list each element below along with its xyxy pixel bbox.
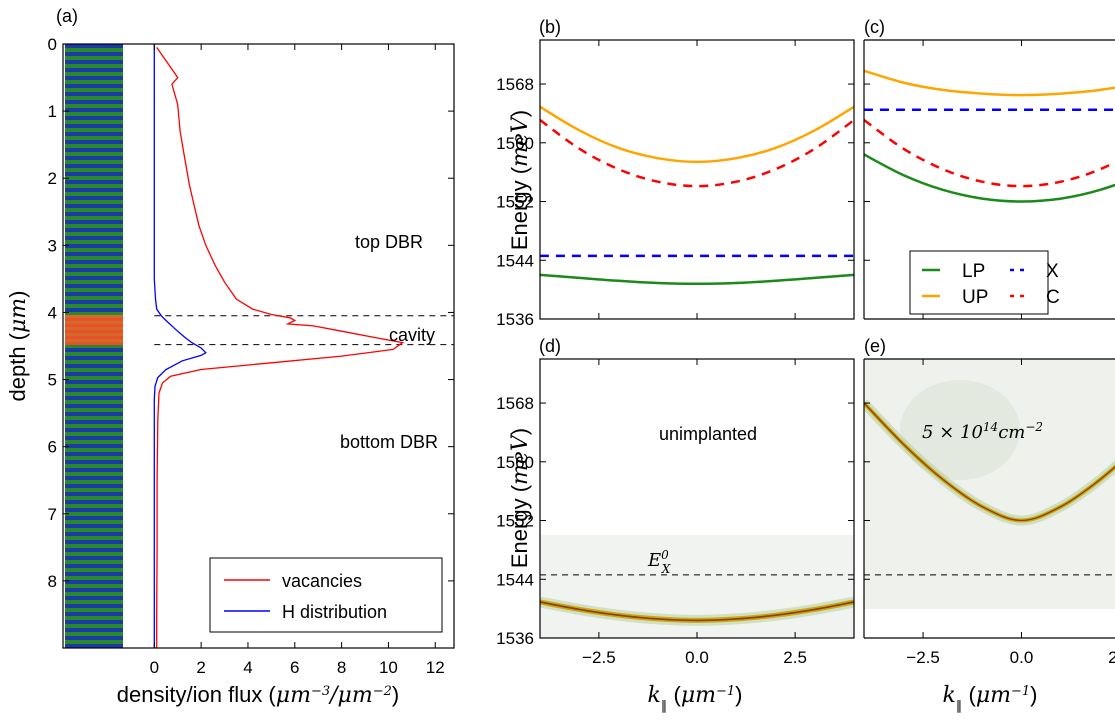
panel-a-ytick-label: 4 (48, 303, 57, 322)
series-vacancies (156, 47, 405, 648)
panel-a-xtick-label: 10 (379, 658, 398, 677)
panel-d-xlabel: k∥ (μm−1) (648, 682, 743, 713)
legend-label-lp: LP (962, 261, 985, 282)
panel-b-ytick-label: 1568 (496, 75, 534, 94)
panel-a-ytick-label: 0 (48, 35, 57, 54)
panel-a-xtick-label: 2 (196, 658, 205, 677)
series-h-distribution (153, 44, 207, 648)
panel-a-ytick-label: 6 (48, 438, 57, 457)
dispersion-core (540, 601, 854, 622)
panel-b-frame (539, 39, 855, 320)
legend-box-a (209, 557, 443, 633)
series-lp (540, 273, 854, 286)
panel-c-dispersion: LP UP X C (863, 39, 1115, 320)
panel-a-ytick-label: 3 (48, 236, 57, 255)
panel-a-xlabel: density/ion flux (μm−3/μm−2) (117, 682, 399, 708)
panel-d-measurement: 1536 1544 1552 1560 1568 −2.5 0.0 2.5 unimplant… (496, 358, 855, 713)
exciton-label: E0 X (647, 548, 671, 576)
panel-d-ytick-label: 1536 (496, 629, 534, 648)
panel-e-xlabel: k∥ (μm−1) (943, 682, 1038, 713)
panel-d-ytick-label: 1552 (496, 512, 534, 531)
series-lp (864, 153, 1115, 203)
legend-panel-c: LP UP X C (909, 250, 1060, 315)
legend-label-up: UP (962, 287, 988, 308)
series-up (540, 105, 854, 164)
series-up (864, 69, 1115, 97)
panel-e-xtick-label: 2.5 (1108, 648, 1115, 667)
panel-d-xtick-label: 0.0 (685, 648, 709, 667)
panel-e-xtick-label: −2.5 (906, 648, 940, 667)
series-c (540, 118, 854, 188)
panel-a-ytick-label: 8 (48, 572, 57, 591)
panel-label-d: (d) (539, 336, 561, 356)
annotation-unimplanted: unimplanted (659, 424, 757, 444)
panel-b-ytick-label: 1536 (496, 310, 534, 329)
panel-a-ytick-label: 5 (48, 371, 57, 390)
legend-label-c: C (1046, 287, 1060, 308)
panel-d-frame (539, 358, 855, 639)
panel-a-ytick-label: 7 (48, 505, 57, 524)
panel-a-xtick-label: 0 (150, 658, 159, 677)
panel-b-ytick-label: 1560 (496, 134, 534, 153)
panel-label-c: (c) (864, 17, 885, 37)
panel-a-xtick-label: 6 (290, 658, 299, 677)
panel-a-ytick-label: 1 (48, 102, 57, 121)
panel-d-ytick-label: 1544 (496, 570, 534, 589)
cavity-layer (65, 315, 123, 345)
legend-label-vacancies: vacancies (282, 571, 362, 591)
dbr-stack-top (65, 44, 123, 315)
panel-d-ytick-label: 1560 (496, 453, 534, 472)
panel-e-xtick-label: 0.0 (1010, 648, 1034, 667)
legend-label-h-distribution: H distribution (282, 602, 387, 622)
panel-d-xtick-label: 2.5 (783, 648, 807, 667)
panel-d-ytick-label: 1568 (496, 394, 534, 413)
annotation-bottom-dbr: bottom DBR (340, 432, 438, 452)
panel-d-ylabel: Energy (meV) (507, 428, 533, 568)
panel-d-xtick-label: −2.5 (582, 648, 616, 667)
panel-a-xtick-label: 12 (426, 658, 445, 677)
panel-label-a: (a) (56, 6, 78, 26)
panel-label-b: (b) (539, 17, 561, 37)
panel-a-xtick-label: 8 (337, 658, 346, 677)
panel-a-ylabel: depth (μm) (5, 291, 31, 402)
panel-b-ylabel: Energy (meV) (507, 110, 533, 250)
panel-b-ytick-label: 1552 (496, 193, 534, 212)
annotation-top-dbr: top DBR (355, 232, 423, 252)
annotation-cavity: cavity (389, 325, 435, 345)
annotation-dose: 5 × 1014cm−2 (922, 420, 1043, 443)
panel-a-frame (62, 43, 455, 649)
panel-b-ytick-label: 1544 (496, 251, 534, 270)
panel-b-dispersion: 1536 1544 1552 1560 1568 Energy (meV) (496, 39, 855, 329)
dispersion-core (864, 402, 1115, 522)
panel-e-haze (900, 380, 1020, 480)
panel-e-measurement: −2.5 0.0 2.5 5 × 1014cm−2 k∥ (μm−1) (863, 358, 1115, 713)
legend-box-c (909, 250, 1049, 315)
panel-a-xtick-label: 4 (243, 658, 252, 677)
dbr-stack-bottom (65, 345, 123, 648)
legend-panel-a: vacancies H distribution (209, 557, 443, 633)
series-c (864, 118, 1115, 188)
panel-label-e: (e) (864, 336, 886, 356)
panel-a-ytick-label: 2 (48, 169, 57, 188)
legend-label-x: X (1046, 261, 1059, 282)
